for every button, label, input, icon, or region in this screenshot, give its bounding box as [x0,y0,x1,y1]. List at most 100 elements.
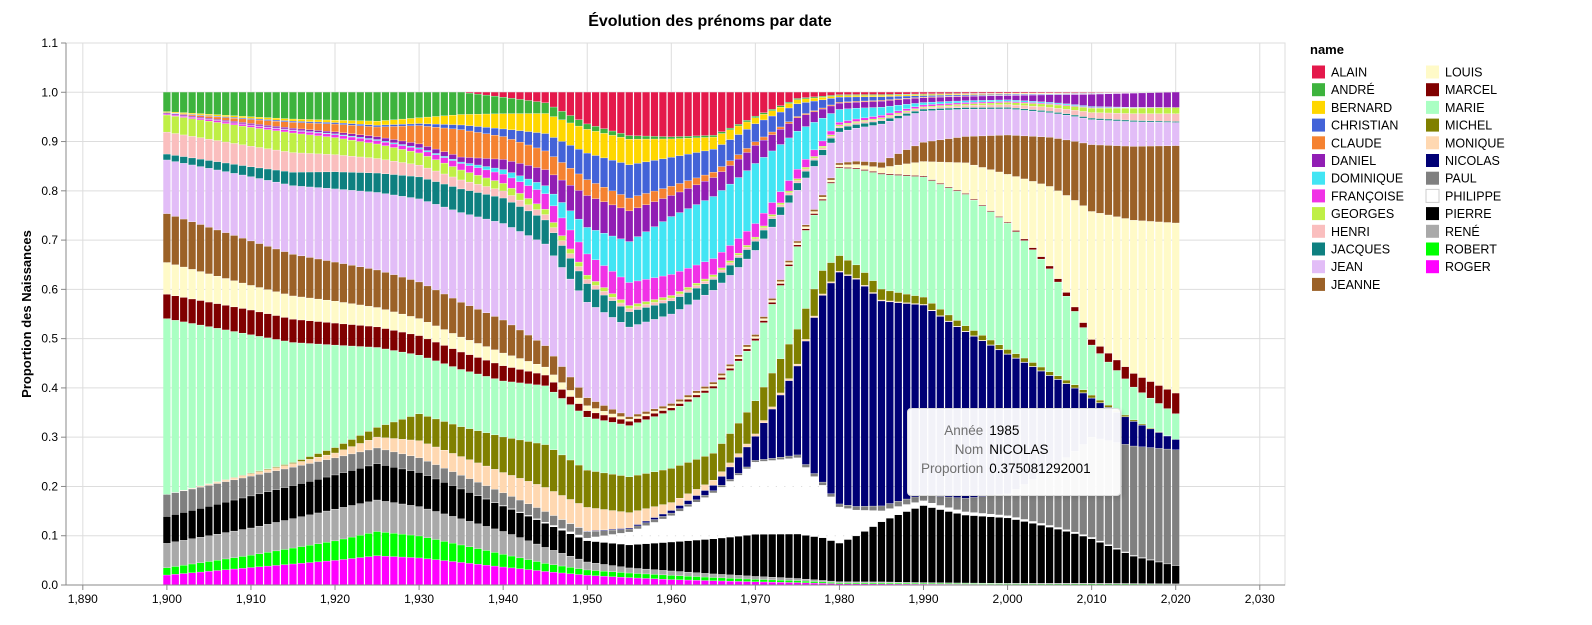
bar-segment[interactable] [760,120,768,137]
bar-segment[interactable] [449,115,457,125]
bar-segment[interactable] [634,136,642,139]
bar-segment[interactable] [1037,95,1045,102]
bar-segment[interactable] [1003,135,1012,175]
bar-segment[interactable] [827,493,835,497]
bar-segment[interactable] [566,185,575,211]
bar-segment[interactable] [945,108,953,110]
bar-segment[interactable] [768,302,776,305]
bar-segment[interactable] [566,390,575,397]
bar-segment[interactable] [718,190,726,253]
bar-segment[interactable] [650,92,659,137]
bar-segment[interactable] [398,126,406,141]
bar-segment[interactable] [634,578,642,585]
bar-segment[interactable] [852,97,860,102]
bar-segment[interactable] [928,495,936,503]
bar-segment[interactable] [634,422,642,475]
bar-segment[interactable] [583,562,591,570]
bar-segment[interactable] [945,507,953,512]
bar-segment[interactable] [222,330,230,480]
bar-segment[interactable] [919,95,928,97]
bar-segment[interactable] [844,124,852,127]
bar-segment[interactable] [692,395,701,398]
bar-segment[interactable] [1029,523,1037,584]
bar-segment[interactable] [524,165,532,179]
bar-segment[interactable] [676,508,684,512]
bar-segment[interactable] [709,258,717,275]
bar-segment[interactable] [861,121,869,124]
bar-segment[interactable] [877,115,886,118]
bar-segment[interactable] [701,580,709,585]
bar-segment[interactable] [810,317,818,474]
bar-segment[interactable] [558,553,566,566]
bar-segment[interactable] [365,450,373,466]
bar-segment[interactable] [802,113,810,115]
bar-segment[interactable] [550,382,558,392]
bar-segment[interactable] [381,437,390,450]
bar-segment[interactable] [1062,529,1071,532]
bar-segment[interactable] [642,525,650,544]
bar-segment[interactable] [247,176,255,241]
bar-segment[interactable] [827,136,835,139]
bar-segment[interactable] [491,172,499,181]
bar-segment[interactable] [1130,373,1138,387]
bar-segment[interactable] [877,173,886,175]
bar-segment[interactable] [365,326,373,347]
bar-segment[interactable] [1155,403,1163,432]
bar-segment[interactable] [1121,444,1129,552]
bar-segment[interactable] [886,115,894,117]
bar-segment[interactable] [827,581,835,583]
bar-segment[interactable] [306,320,314,344]
bar-segment[interactable] [323,188,331,261]
bar-segment[interactable] [1037,525,1045,584]
bar-segment[interactable] [390,195,398,275]
bar-segment[interactable] [280,549,289,565]
bar-segment[interactable] [230,125,238,144]
bar-segment[interactable] [247,496,255,528]
bar-segment[interactable] [684,154,692,181]
bar-segment[interactable] [1029,102,1037,104]
bar-segment[interactable] [592,401,600,409]
bar-segment[interactable] [196,300,205,325]
bar-segment[interactable] [407,176,415,198]
bar-segment[interactable] [163,111,171,113]
bar-segment[interactable] [802,167,810,169]
bar-segment[interactable] [449,516,457,543]
bar-segment[interactable] [684,580,692,585]
bar-segment[interactable] [692,495,701,500]
bar-segment[interactable] [1146,221,1155,382]
bar-segment[interactable] [659,514,667,517]
bar-segment[interactable] [482,346,490,361]
bar-segment[interactable] [701,386,709,389]
bar-segment[interactable] [592,198,600,231]
bar-segment[interactable] [550,515,558,526]
bar-segment[interactable] [188,573,196,585]
bar-segment[interactable] [768,132,776,135]
bar-segment[interactable] [835,132,844,163]
bar-segment[interactable] [356,137,364,139]
bar-segment[interactable] [718,578,726,581]
bar-segment[interactable] [776,207,785,215]
bar-segment[interactable] [608,510,617,530]
bar-segment[interactable] [491,168,499,172]
bar-segment[interactable] [306,132,314,135]
bar-segment[interactable] [255,92,263,118]
bar-segment[interactable] [743,576,751,579]
bar-segment[interactable] [432,479,440,512]
bar-segment[interactable] [541,220,549,244]
bar-segment[interactable] [440,421,448,450]
bar-segment[interactable] [827,183,835,263]
bar-segment[interactable] [457,125,465,130]
bar-segment[interactable] [499,129,507,137]
bar-segment[interactable] [1012,105,1020,108]
bar-segment[interactable] [163,132,171,154]
bar-segment[interactable] [280,92,289,119]
bar-segment[interactable] [247,528,255,556]
bar-segment[interactable] [995,345,1003,350]
bar-segment[interactable] [264,338,272,469]
bar-segment[interactable] [894,118,902,154]
bar-segment[interactable] [987,105,995,108]
bar-segment[interactable] [676,403,684,406]
bar-segment[interactable] [676,401,684,404]
bar-segment[interactable] [415,414,423,441]
bar-segment[interactable] [280,341,289,465]
